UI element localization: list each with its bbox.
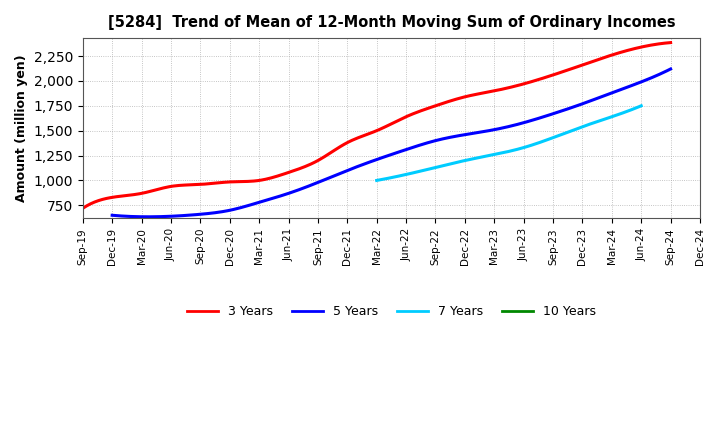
Y-axis label: Amount (million yen): Amount (million yen) (15, 55, 28, 202)
7 Years (534, 140, 543, 146)
7 Years (530, 142, 539, 147)
Line: 7 Years: 7 Years (377, 106, 642, 180)
7 Years (612, 113, 621, 118)
3 Years (426, 105, 435, 110)
5 Years (109, 213, 118, 218)
5 Years (441, 136, 449, 141)
5 Years (666, 66, 675, 72)
Legend: 3 Years, 5 Years, 7 Years, 10 Years: 3 Years, 5 Years, 7 Years, 10 Years (181, 300, 601, 323)
7 Years (637, 103, 646, 108)
5 Years (580, 100, 589, 106)
5 Years (451, 134, 460, 139)
5 Years (616, 87, 624, 92)
3 Years (78, 205, 87, 211)
Title: [5284]  Trend of Mean of 12-Month Moving Sum of Ordinary Incomes: [5284] Trend of Mean of 12-Month Moving … (107, 15, 675, 30)
Line: 5 Years: 5 Years (112, 69, 670, 217)
3 Years (574, 64, 582, 69)
7 Years (373, 178, 382, 183)
5 Years (108, 213, 117, 218)
7 Years (529, 142, 538, 147)
5 Years (442, 136, 451, 141)
3 Years (81, 205, 89, 210)
7 Years (372, 178, 381, 183)
3 Years (611, 51, 620, 56)
Line: 3 Years: 3 Years (83, 43, 670, 208)
3 Years (438, 101, 447, 106)
5 Years (143, 214, 152, 220)
7 Years (595, 118, 604, 124)
3 Years (666, 40, 675, 45)
3 Years (428, 104, 437, 110)
